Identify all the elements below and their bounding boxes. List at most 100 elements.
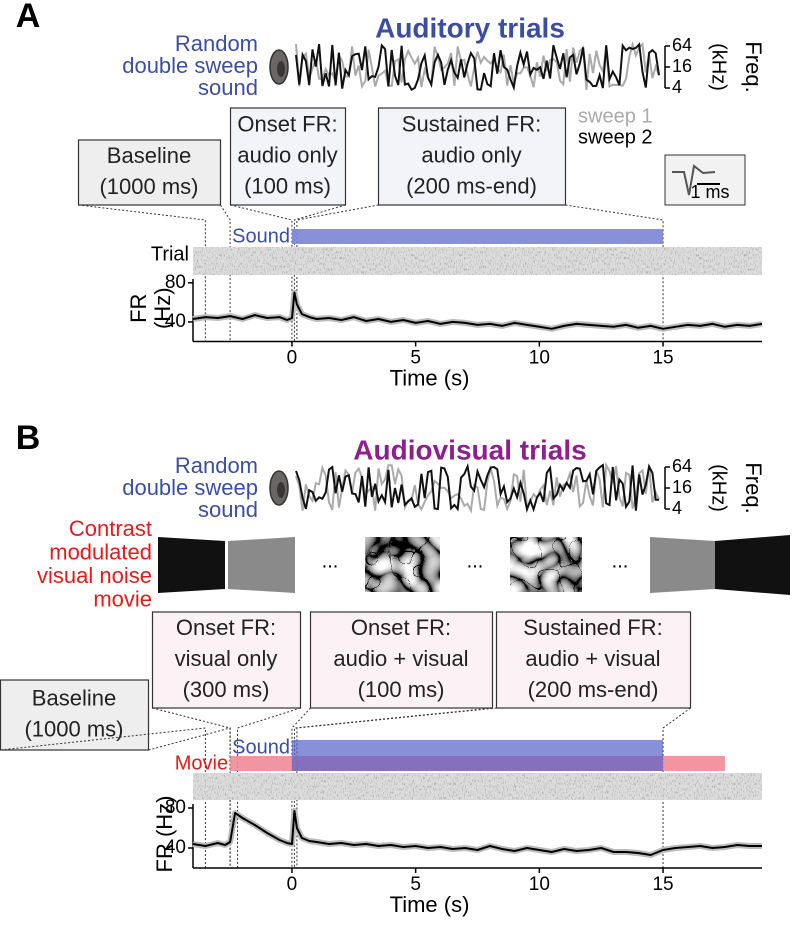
window-guide bbox=[152, 707, 231, 868]
stimulus-bar-label: Movie bbox=[175, 752, 228, 774]
fr-line bbox=[192, 810, 762, 856]
sweep-waveform bbox=[295, 40, 660, 90]
annotation-text: audio + visual bbox=[525, 646, 660, 671]
movie-frame bbox=[715, 535, 790, 595]
y-tick-label: 40 bbox=[165, 311, 186, 332]
ear-icon-inner bbox=[277, 482, 285, 498]
annotation-text: Baseline bbox=[107, 143, 191, 168]
y-axis-label: FR bbox=[126, 294, 151, 323]
stimulus-label: Contrast bbox=[69, 516, 152, 541]
stimulus-label: modulated bbox=[49, 539, 152, 564]
x-tick-label: 10 bbox=[529, 348, 550, 369]
x-tick-label: 0 bbox=[287, 874, 298, 895]
sweep-waveform bbox=[295, 461, 660, 514]
x-tick-label: 0 bbox=[287, 348, 298, 369]
annotation-text: (1000 ms) bbox=[24, 716, 123, 741]
waveform-box bbox=[664, 154, 746, 206]
annotation-text: (300 ms) bbox=[183, 677, 270, 702]
stimulus-label: double sweep bbox=[122, 53, 258, 78]
fr-line bbox=[192, 291, 763, 330]
legend-entry: sweep 2 bbox=[578, 126, 653, 148]
ellipsis: ... bbox=[467, 550, 484, 572]
annotation-box bbox=[377, 107, 567, 206]
annotation-text: Onset FR: bbox=[237, 111, 337, 136]
y-tick-label: 40 bbox=[165, 837, 186, 858]
movie-frame bbox=[365, 537, 440, 592]
stimulus-label: movie bbox=[93, 586, 152, 611]
legend-entry: sweep 1 bbox=[578, 105, 653, 127]
annotation-text: (100 ms) bbox=[358, 677, 445, 702]
spike-waveform bbox=[672, 164, 716, 196]
x-tick-label: 15 bbox=[652, 348, 673, 369]
scale-bar-label: 1 ms bbox=[690, 182, 729, 202]
x-tick-label: 15 bbox=[652, 874, 673, 895]
annotation-box bbox=[151, 611, 302, 709]
window-guide bbox=[0, 727, 206, 868]
movie-frame bbox=[158, 537, 225, 593]
annotation-text: (100 ms) bbox=[244, 173, 331, 198]
sweep-waveform bbox=[295, 42, 660, 92]
panel-title: Audiovisual trials bbox=[353, 434, 586, 465]
annotation-text: audio only bbox=[237, 142, 337, 167]
annotation-text: Sustained FR: bbox=[523, 615, 662, 640]
annotation-text: audio + visual bbox=[333, 646, 468, 671]
ellipsis: ... bbox=[612, 550, 629, 572]
annotation-text: Onset FR: bbox=[351, 615, 451, 640]
window-guide bbox=[78, 204, 206, 342]
x-tick-label: 10 bbox=[529, 874, 550, 895]
freq-tick-label: 4 bbox=[672, 77, 682, 97]
annotation-text: audio only bbox=[421, 142, 521, 167]
annotation-box bbox=[77, 139, 222, 206]
x-axis-label: Time (s) bbox=[390, 892, 470, 917]
y-axis-label: (Hz) bbox=[150, 287, 175, 329]
annotation-box bbox=[0, 679, 150, 751]
raster bbox=[193, 247, 762, 275]
ellipsis: ... bbox=[322, 550, 339, 572]
panel-title: Auditory trials bbox=[375, 12, 565, 43]
annotation-text: (200 ms-end) bbox=[528, 677, 659, 702]
movie-frame bbox=[228, 537, 295, 593]
annotation-text: (200 ms-end) bbox=[406, 173, 537, 198]
stimulus-label: visual noise bbox=[37, 563, 152, 588]
y-tick-label: 80 bbox=[165, 272, 186, 293]
sweep-waveform bbox=[295, 462, 659, 514]
annotation-text: Onset FR: bbox=[176, 615, 276, 640]
freq-tick-label: 64 bbox=[672, 35, 692, 55]
freq-axis-label: (kHz) bbox=[708, 43, 730, 91]
annotation-box bbox=[229, 107, 347, 206]
movie-frame bbox=[510, 537, 582, 592]
stimulus-bar bbox=[291, 229, 664, 244]
x-tick-label: 5 bbox=[410, 874, 421, 895]
annotation-text: (1000 ms) bbox=[99, 174, 198, 199]
x-tick-label: 5 bbox=[410, 348, 421, 369]
x-axis-label: Time (s) bbox=[390, 365, 470, 390]
window-guide bbox=[662, 707, 691, 868]
annotation-box bbox=[495, 611, 692, 709]
movie-frame bbox=[650, 537, 715, 593]
freq-axis-label: (kHz) bbox=[708, 464, 730, 512]
annotation-text: Baseline bbox=[32, 685, 116, 710]
freq-tick-label: 64 bbox=[672, 456, 692, 476]
freq-tick-label: 16 bbox=[672, 477, 692, 497]
ear-icon-inner bbox=[277, 61, 285, 77]
y-axis-label: FR (Hz) bbox=[152, 796, 177, 873]
stimulus-bar bbox=[291, 740, 664, 771]
raster-label: Trial bbox=[151, 243, 189, 265]
stimulus-label: sound bbox=[198, 75, 258, 100]
stimulus-label: Random bbox=[175, 453, 258, 478]
window-guide bbox=[220, 204, 231, 342]
stimulus-label: Random bbox=[175, 31, 258, 56]
freq-tick-label: 16 bbox=[672, 56, 692, 76]
stimulus-label: sound bbox=[198, 497, 258, 522]
y-tick-label: 80 bbox=[165, 797, 186, 818]
stimulus-bar-label: Sound bbox=[232, 736, 290, 758]
annotation-box bbox=[309, 611, 494, 709]
panel-label: B bbox=[16, 419, 41, 457]
annotation-text: visual only bbox=[175, 646, 278, 671]
annotation-text: Sustained FR: bbox=[402, 111, 541, 136]
freq-tick-label: 4 bbox=[672, 498, 682, 518]
window-guide bbox=[293, 204, 346, 342]
freq-axis-title: Freq. bbox=[741, 41, 766, 92]
stimulus-bar-label: Sound bbox=[232, 225, 290, 247]
